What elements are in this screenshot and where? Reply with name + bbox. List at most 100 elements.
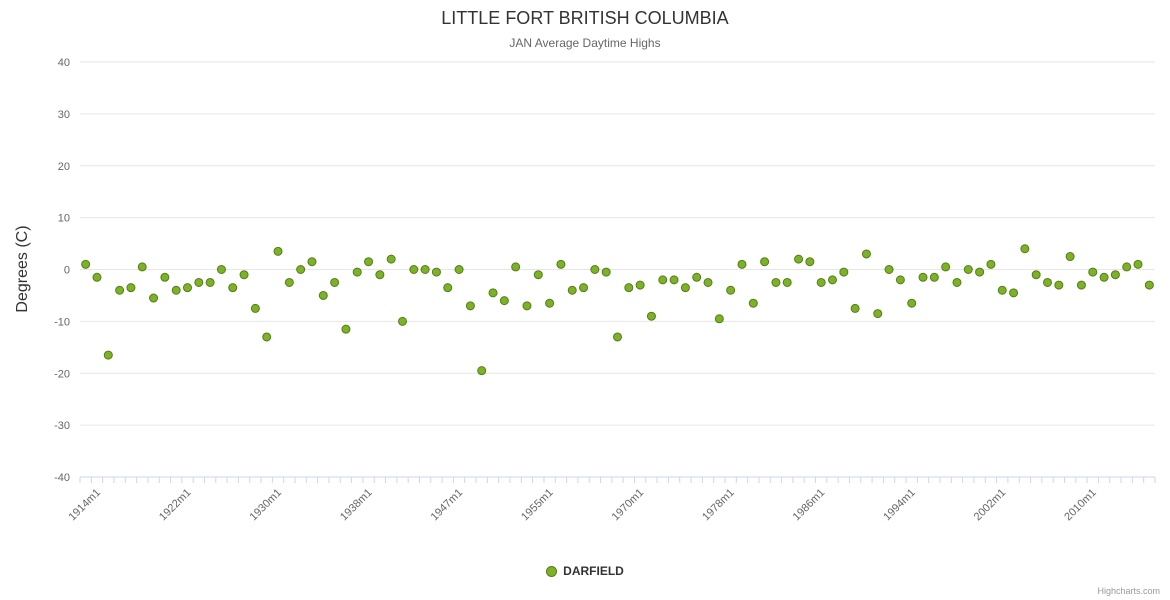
data-point[interactable] bbox=[318, 290, 328, 300]
data-point[interactable] bbox=[284, 277, 294, 287]
data-point[interactable] bbox=[1099, 272, 1109, 282]
data-point[interactable] bbox=[126, 283, 136, 293]
data-point[interactable] bbox=[1076, 280, 1086, 290]
data-point[interactable] bbox=[171, 285, 181, 295]
data-point[interactable] bbox=[341, 324, 351, 334]
data-point[interactable] bbox=[194, 277, 204, 287]
data-point[interactable] bbox=[1009, 288, 1019, 298]
data-point[interactable] bbox=[760, 257, 770, 267]
data-point[interactable] bbox=[1054, 280, 1064, 290]
data-point[interactable] bbox=[103, 350, 113, 360]
data-point[interactable] bbox=[352, 267, 362, 277]
data-point[interactable] bbox=[160, 272, 170, 282]
data-point[interactable] bbox=[635, 280, 645, 290]
data-point[interactable] bbox=[1065, 252, 1075, 262]
data-point[interactable] bbox=[669, 275, 679, 285]
data-point[interactable] bbox=[465, 301, 475, 311]
data-point[interactable] bbox=[137, 262, 147, 272]
data-point[interactable] bbox=[692, 272, 702, 282]
data-point[interactable] bbox=[273, 246, 283, 256]
data-point[interactable] bbox=[714, 314, 724, 324]
data-point[interactable] bbox=[895, 275, 905, 285]
data-point[interactable] bbox=[624, 283, 634, 293]
data-point[interactable] bbox=[183, 283, 192, 293]
data-point[interactable] bbox=[420, 265, 430, 274]
data-point[interactable] bbox=[1043, 277, 1052, 287]
data-point[interactable] bbox=[975, 267, 985, 277]
data-point[interactable] bbox=[579, 283, 589, 293]
data-point[interactable] bbox=[375, 270, 385, 280]
data-point[interactable] bbox=[511, 262, 521, 272]
data-point[interactable] bbox=[149, 293, 159, 303]
data-point[interactable] bbox=[680, 283, 690, 293]
legend[interactable]: DARFIELD bbox=[0, 564, 1170, 578]
data-point[interactable] bbox=[533, 270, 543, 280]
data-point[interactable] bbox=[816, 277, 826, 287]
data-point[interactable] bbox=[307, 257, 317, 267]
data-point[interactable] bbox=[409, 265, 419, 274]
data-point[interactable] bbox=[613, 332, 622, 342]
data-point[interactable] bbox=[499, 296, 509, 306]
data-point[interactable] bbox=[794, 254, 804, 264]
data-point[interactable] bbox=[330, 277, 340, 287]
data-point[interactable] bbox=[115, 285, 125, 295]
data-point[interactable] bbox=[250, 303, 260, 313]
data-point[interactable] bbox=[590, 265, 600, 274]
data-point[interactable] bbox=[1133, 259, 1143, 269]
data-point[interactable] bbox=[782, 277, 792, 287]
data-point[interactable] bbox=[929, 272, 939, 282]
data-point[interactable] bbox=[1110, 270, 1120, 280]
data-point[interactable] bbox=[828, 275, 837, 285]
data-point[interactable] bbox=[386, 254, 396, 264]
data-point[interactable] bbox=[398, 316, 407, 326]
data-point[interactable] bbox=[601, 267, 611, 277]
data-point[interactable] bbox=[884, 265, 894, 274]
data-point[interactable] bbox=[737, 259, 747, 269]
data-point[interactable] bbox=[205, 277, 215, 287]
data-point[interactable] bbox=[986, 259, 996, 269]
data-point[interactable] bbox=[216, 265, 226, 274]
data-point[interactable] bbox=[1122, 262, 1132, 272]
data-point[interactable] bbox=[907, 298, 917, 308]
data-point[interactable] bbox=[545, 298, 555, 308]
data-point[interactable] bbox=[703, 277, 713, 287]
data-point[interactable] bbox=[239, 270, 249, 280]
highcharts-credit[interactable]: Highcharts.com bbox=[1097, 586, 1160, 596]
data-point[interactable] bbox=[658, 275, 668, 285]
data-point[interactable] bbox=[431, 267, 441, 277]
data-point[interactable] bbox=[556, 259, 566, 269]
data-point[interactable] bbox=[1031, 270, 1041, 280]
data-point[interactable] bbox=[1144, 280, 1154, 290]
x-tick-label: 1994m1 bbox=[881, 487, 918, 524]
data-point[interactable] bbox=[92, 272, 102, 282]
data-point[interactable] bbox=[918, 272, 928, 282]
data-point[interactable] bbox=[567, 285, 577, 295]
data-point[interactable] bbox=[646, 311, 656, 321]
data-point[interactable] bbox=[771, 277, 781, 287]
data-point[interactable] bbox=[805, 257, 815, 267]
data-point[interactable] bbox=[941, 262, 951, 272]
data-point[interactable] bbox=[228, 283, 238, 293]
data-point[interactable] bbox=[952, 277, 962, 287]
data-point[interactable] bbox=[839, 267, 849, 277]
data-point[interactable] bbox=[963, 265, 973, 274]
data-point[interactable] bbox=[488, 288, 498, 298]
data-point[interactable] bbox=[873, 309, 883, 319]
data-point[interactable] bbox=[1020, 244, 1030, 254]
data-point[interactable] bbox=[477, 366, 487, 376]
data-point[interactable] bbox=[997, 285, 1007, 295]
chart-title: LITTLE FORT BRITISH COLUMBIA bbox=[441, 8, 729, 28]
data-point[interactable] bbox=[726, 285, 736, 295]
data-point[interactable] bbox=[443, 283, 453, 293]
data-point[interactable] bbox=[861, 249, 871, 259]
y-tick-label: 10 bbox=[58, 213, 70, 225]
data-point[interactable] bbox=[364, 257, 374, 267]
data-point[interactable] bbox=[1088, 267, 1098, 277]
data-point[interactable] bbox=[262, 332, 272, 342]
data-point[interactable] bbox=[454, 265, 464, 274]
data-point[interactable] bbox=[81, 259, 91, 269]
data-point[interactable] bbox=[296, 265, 306, 274]
data-point[interactable] bbox=[522, 301, 532, 311]
data-point[interactable] bbox=[850, 303, 860, 313]
data-point[interactable] bbox=[748, 298, 758, 308]
